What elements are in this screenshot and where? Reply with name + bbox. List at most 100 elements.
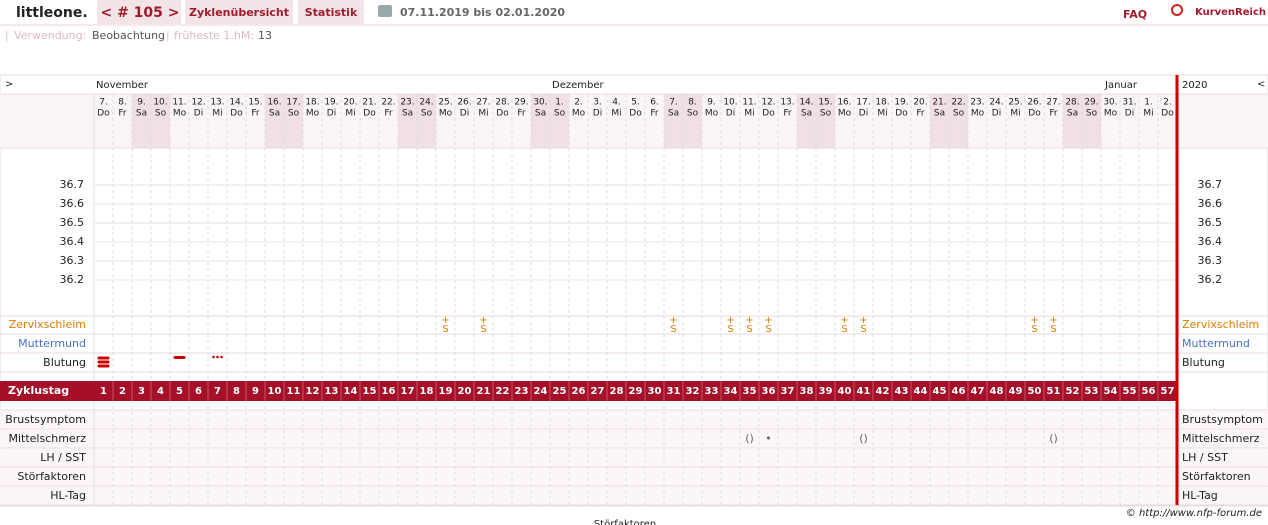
nav: < xyxy=(1257,79,1265,90)
y-tick-label: 36.2 xyxy=(1198,273,1223,286)
print-icon[interactable] xyxy=(378,5,392,17)
weekday: Di xyxy=(327,109,336,119)
cycle-day: 29 xyxy=(629,386,643,397)
weekend xyxy=(417,94,436,148)
weekday: Mi xyxy=(1143,109,1153,119)
date: 11. xyxy=(742,98,756,108)
weekday: Do xyxy=(496,109,509,119)
logo[interactable]: KurvenReich xyxy=(1195,7,1266,18)
weekday: Fr xyxy=(916,109,925,119)
row-bg xyxy=(0,468,1268,486)
date: 29. xyxy=(514,98,528,108)
y-tick-label: 36.4 xyxy=(1198,235,1223,248)
weekday: Do xyxy=(97,109,110,119)
date: 30. xyxy=(533,98,547,108)
date: 10. xyxy=(153,98,167,108)
bleed-dot xyxy=(220,355,223,359)
weekday: Mi xyxy=(345,109,355,119)
bleeding-mark xyxy=(173,356,186,359)
weekend xyxy=(930,94,949,148)
cycle-day: 51 xyxy=(1047,386,1061,397)
date: 25. xyxy=(1008,98,1022,108)
cycle-day: 41 xyxy=(857,386,871,397)
row-label: Mittelschmerz xyxy=(1182,432,1260,445)
weekday: Di xyxy=(194,109,203,119)
tab-box[interactable] xyxy=(185,0,293,24)
weekday: Sa xyxy=(801,109,812,119)
cycle-day: 39 xyxy=(819,386,833,397)
weekday: Do xyxy=(1028,109,1041,119)
cervix-mark: + S xyxy=(669,315,677,335)
date: 7. xyxy=(669,98,678,108)
date: 21. xyxy=(362,98,376,108)
weekday: Mo xyxy=(1104,109,1118,119)
cervix-mark: + S xyxy=(764,315,772,335)
weekday: Do xyxy=(363,109,376,119)
row-label: Mittelschmerz xyxy=(8,432,86,445)
cervix-mark: + S xyxy=(1030,315,1038,335)
cycle-day: 57 xyxy=(1161,386,1175,397)
cycle-day: 56 xyxy=(1142,386,1156,397)
date: 13. xyxy=(780,98,794,108)
tab[interactable]: Zyklenübersicht xyxy=(189,6,289,19)
cervix-s: S xyxy=(480,324,486,335)
date: 1. xyxy=(555,98,564,108)
tab-box[interactable] xyxy=(298,0,364,24)
weekday: Fr xyxy=(384,109,393,119)
weekday: Mi xyxy=(877,109,887,119)
cycle-day: 46 xyxy=(952,386,966,397)
date: 23. xyxy=(400,98,414,108)
cervix-plus: + xyxy=(441,315,449,326)
weekend xyxy=(1063,94,1082,148)
cycle-day: 4 xyxy=(157,386,164,397)
date: 10. xyxy=(723,98,737,108)
bleed-bar xyxy=(173,356,186,359)
date: 12. xyxy=(191,98,205,108)
cycle-day: 2 xyxy=(119,386,126,397)
row-bg xyxy=(0,449,1268,467)
cycle-day: 34 xyxy=(724,386,738,397)
nav-box[interactable] xyxy=(97,0,181,24)
cycle-day: 20 xyxy=(458,386,472,397)
cervix-mark: + S xyxy=(1049,315,1057,335)
cycle-day: 37 xyxy=(781,386,795,397)
weekday: Do xyxy=(762,109,775,119)
date: 14. xyxy=(799,98,813,108)
weekday: Fr xyxy=(650,109,659,119)
cycle-day: 26 xyxy=(572,386,586,397)
weekday: Sa xyxy=(1067,109,1078,119)
cervix-s: S xyxy=(1031,324,1037,335)
cycle-day: 28 xyxy=(610,386,624,397)
weekend xyxy=(550,94,569,148)
faq[interactable]: FAQ xyxy=(1123,8,1147,21)
date: 23. xyxy=(970,98,984,108)
tab[interactable]: Statistik xyxy=(305,6,358,19)
date: 15. xyxy=(248,98,262,108)
weekday: Do xyxy=(1161,109,1174,119)
date: 31. xyxy=(1122,98,1136,108)
cervix-mark: + S xyxy=(479,315,487,335)
bleed-bar xyxy=(97,356,110,360)
date: 26. xyxy=(457,98,471,108)
midpain-mark: () xyxy=(745,432,754,445)
cycle-day: 54 xyxy=(1104,386,1118,397)
weekday: Fr xyxy=(783,109,792,119)
date: 8. xyxy=(688,98,697,108)
cycle-day: 14 xyxy=(344,386,358,397)
cervix-s: S xyxy=(841,324,847,335)
date: 18. xyxy=(875,98,889,108)
cycle-day: 13 xyxy=(325,386,339,397)
cervix-plus: + xyxy=(1030,315,1038,326)
row-bg xyxy=(0,411,1268,429)
cycle-day: 53 xyxy=(1085,386,1099,397)
cycle-day: 8 xyxy=(233,386,240,397)
date: 25. xyxy=(438,98,452,108)
weekday: Di xyxy=(460,109,469,119)
cycle-day: 48 xyxy=(990,386,1004,397)
midpain-mark: () xyxy=(1049,432,1058,445)
weekday: Mo xyxy=(572,109,586,119)
cycle-nav[interactable]: < # 105 > xyxy=(100,5,179,21)
date: 14. xyxy=(229,98,243,108)
midpain-mark: () xyxy=(859,432,868,445)
